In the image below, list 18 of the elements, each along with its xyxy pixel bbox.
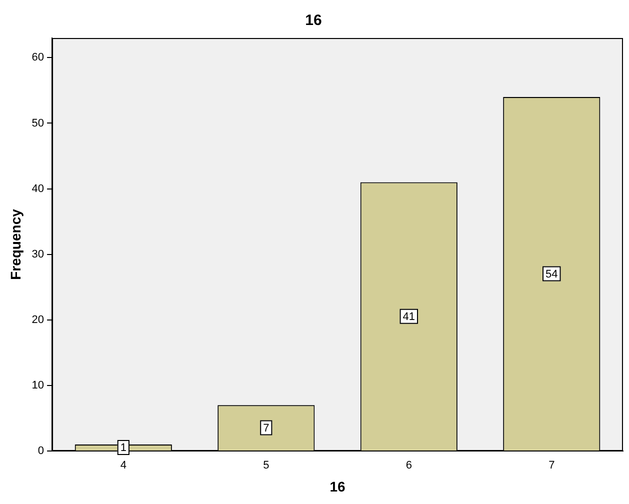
- data-label: 7: [263, 422, 270, 434]
- y-tick-label: 40: [32, 182, 44, 195]
- y-tick-label: 50: [32, 117, 44, 130]
- data-label: 54: [546, 268, 558, 280]
- y-axis-title: Frequency: [7, 208, 24, 280]
- y-tick-label: 20: [32, 314, 44, 326]
- y-tick-label: 10: [32, 379, 44, 392]
- y-tick-label: 60: [32, 52, 44, 64]
- x-axis-title: 16: [330, 478, 346, 494]
- x-tick-label: 6: [406, 460, 412, 472]
- x-tick-label: 7: [548, 460, 555, 472]
- data-label: 41: [402, 310, 416, 323]
- x-tick-label: 4: [120, 460, 126, 472]
- y-tick-label: 0: [38, 445, 44, 458]
- chart-title: 16: [305, 12, 322, 30]
- x-tick-label: 5: [263, 460, 270, 472]
- data-label: 1: [120, 442, 126, 454]
- y-tick-label: 30: [32, 248, 44, 260]
